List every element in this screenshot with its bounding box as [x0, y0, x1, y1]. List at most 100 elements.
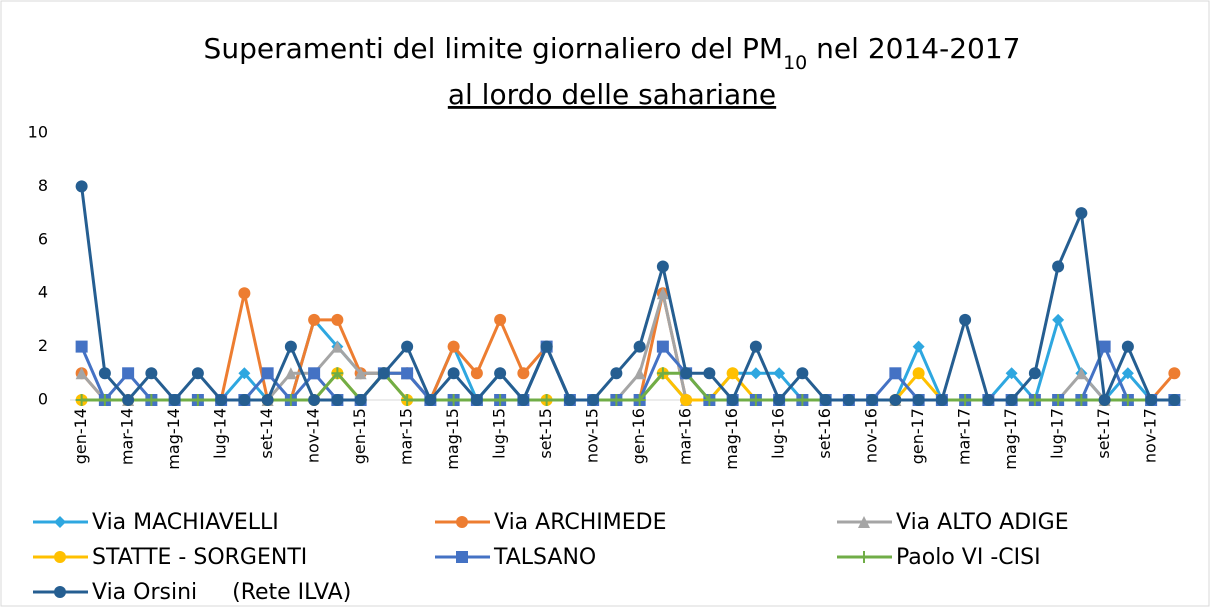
x-tick-label: lug-15	[490, 408, 509, 459]
marker	[494, 313, 507, 326]
marker	[98, 367, 111, 380]
x-tick-label: nov-17	[1141, 408, 1160, 463]
marker	[261, 394, 274, 406]
marker	[238, 394, 251, 406]
marker	[215, 394, 228, 406]
legend-label: Via MACHIAVELLI	[92, 510, 279, 535]
x-tick-label: gen-16	[629, 408, 648, 464]
marker	[796, 367, 809, 380]
legend-label: Via Orsini (Rete ILVA)	[92, 580, 351, 605]
marker	[1168, 367, 1181, 380]
marker	[680, 367, 693, 380]
marker	[54, 551, 66, 563]
marker	[1098, 394, 1111, 406]
x-tick-label: lug-17	[1048, 408, 1067, 459]
marker	[1052, 394, 1065, 406]
marker	[726, 394, 739, 406]
marker	[633, 367, 646, 380]
x-tick-label: mag-14	[164, 408, 183, 470]
marker	[456, 516, 468, 528]
marker	[191, 367, 204, 380]
marker	[749, 367, 762, 380]
y-tick-label: 10	[28, 123, 48, 142]
marker	[354, 367, 367, 380]
marker	[703, 367, 716, 380]
marker	[1052, 313, 1065, 326]
x-tick-label: mar-15	[397, 408, 416, 465]
marker	[238, 287, 251, 300]
title-main: Superamenti del limite giornaliero del P…	[204, 32, 784, 65]
marker	[75, 340, 88, 353]
marker	[1028, 367, 1041, 380]
marker	[982, 394, 995, 406]
y-tick-label: 6	[38, 229, 48, 248]
marker	[703, 394, 716, 406]
chart-subtitle: al lordo delle sahariane	[448, 78, 776, 111]
marker	[633, 340, 646, 353]
x-tick-label: mar-16	[676, 408, 695, 465]
x-tick-label: nov-14	[304, 408, 323, 463]
marker	[75, 394, 88, 406]
marker	[1075, 367, 1088, 380]
marker	[331, 367, 344, 380]
marker	[331, 340, 344, 353]
x-tick-label: set-14	[257, 408, 276, 459]
marker	[1028, 394, 1041, 406]
marker	[145, 367, 158, 380]
marker	[656, 287, 669, 300]
marker	[238, 367, 251, 380]
marker	[331, 313, 344, 326]
marker	[517, 367, 530, 380]
marker	[284, 367, 297, 380]
x-tick-label: mag-17	[1001, 408, 1020, 470]
marker	[633, 394, 646, 406]
marker	[842, 394, 855, 406]
y-tick-label: 4	[38, 283, 48, 302]
marker	[935, 394, 948, 406]
marker	[284, 340, 297, 353]
marker	[912, 340, 925, 353]
x-tick-label: lug-16	[769, 408, 788, 459]
y-tick-label: 2	[38, 336, 48, 355]
marker	[494, 367, 507, 380]
x-tick-label: gen-15	[350, 408, 369, 464]
marker	[858, 516, 870, 528]
legend-label: Via ALTO ADIGE	[896, 510, 1069, 535]
marker	[959, 313, 972, 326]
marker	[866, 394, 879, 406]
marker	[98, 394, 111, 406]
marker	[540, 394, 553, 406]
marker	[1075, 207, 1088, 220]
marker	[726, 367, 739, 380]
x-tick-label: mar-17	[955, 408, 974, 465]
legend-label: STATTE - SORGENTI	[92, 545, 307, 570]
marker	[447, 340, 460, 353]
marker	[168, 394, 181, 406]
marker	[191, 394, 204, 406]
x-tick-label: set-17	[1094, 408, 1113, 459]
marker	[494, 394, 507, 406]
marker	[470, 394, 483, 406]
x-tick-label: lug-14	[211, 408, 230, 459]
marker	[401, 367, 414, 380]
marker	[889, 394, 902, 406]
marker	[377, 367, 390, 380]
marker	[470, 367, 483, 380]
marker	[610, 394, 623, 406]
marker	[424, 394, 437, 406]
marker	[75, 367, 88, 380]
marker	[773, 367, 786, 380]
marker	[517, 394, 530, 406]
marker	[1168, 394, 1181, 406]
marker	[1121, 394, 1134, 406]
legend-label: Via ARCHIMEDE	[494, 510, 667, 535]
marker	[1121, 367, 1134, 380]
x-tick-label: gen-14	[71, 408, 90, 464]
marker	[54, 586, 66, 598]
marker	[284, 394, 297, 406]
marker	[75, 180, 88, 193]
marker	[796, 394, 809, 406]
series	[75, 180, 1181, 406]
